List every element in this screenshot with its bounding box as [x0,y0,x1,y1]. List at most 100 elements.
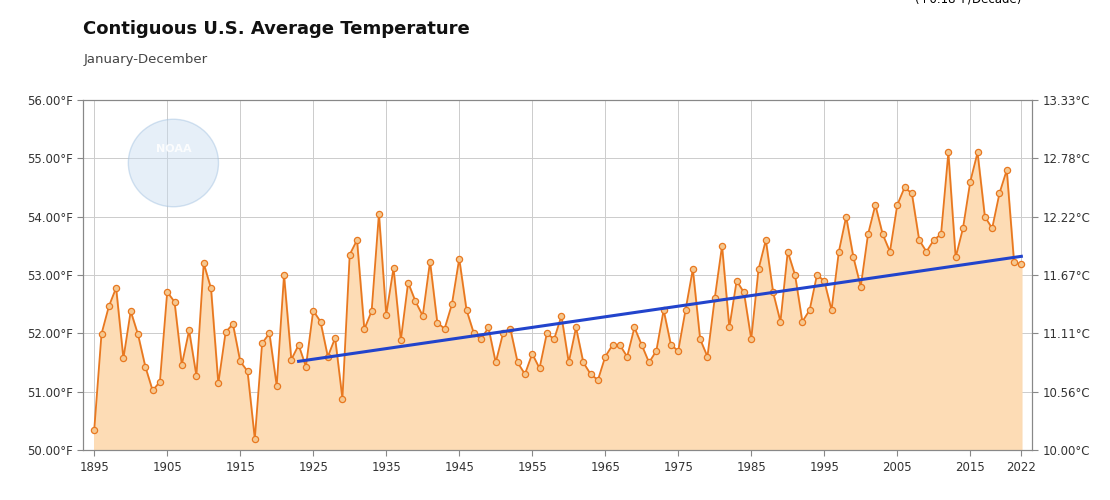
Text: Contiguous U.S. Average Temperature: Contiguous U.S. Average Temperature [83,20,470,38]
Point [647,347,665,355]
Point [516,370,534,378]
Point [567,324,585,332]
Point [333,394,351,402]
Point [143,386,161,394]
Point [406,297,424,305]
Point [231,358,249,366]
Point [180,326,198,334]
Point [888,201,906,209]
Point [808,271,826,279]
Point [275,271,293,279]
Point [494,330,512,338]
Point [349,236,366,244]
Point [932,230,950,238]
Point [195,260,213,268]
Point [531,364,548,372]
Point [414,312,432,320]
Point [480,324,497,332]
Point [173,361,191,369]
Point [794,318,811,326]
Point [457,306,475,314]
Point [749,265,767,273]
Point [114,354,132,362]
Point [341,250,359,258]
Point [610,341,628,349]
Point [990,190,1008,198]
Text: NOAA: NOAA [155,144,191,154]
Point [925,236,942,244]
Point [720,324,738,332]
Point [640,358,658,366]
Point [867,201,885,209]
Point [400,278,417,286]
Point [851,282,869,290]
Point [370,210,387,218]
Point [151,378,169,386]
Point [188,372,205,380]
Point [823,306,840,314]
Point [618,352,636,360]
Point [684,265,702,273]
Point [392,336,410,344]
Point [100,302,118,310]
Point [765,288,783,296]
Point [465,330,483,338]
Point [859,230,877,238]
Point [837,212,855,220]
Point [487,358,505,366]
Point [436,324,454,332]
Point [92,330,110,338]
Point [297,362,315,370]
Point [261,330,279,338]
Text: January-December: January-December [83,52,208,66]
Point [786,271,804,279]
Point [538,330,556,338]
Point [845,254,862,262]
Point [910,236,928,244]
Point [304,306,322,314]
Point [961,178,979,186]
Point [976,212,993,220]
Point [969,148,987,156]
Point [735,288,753,296]
Legend: 1923-2022 Trend
(+0.18°F/Decade): 1923-2022 Trend (+0.18°F/Decade) [875,0,1027,10]
Point [290,341,307,349]
Point [472,335,490,343]
Ellipse shape [129,120,219,207]
Point [830,248,848,256]
Point [224,320,242,328]
Point [575,358,593,366]
Point [428,319,446,327]
Point [312,318,330,326]
Point [589,376,607,384]
Point [523,350,541,358]
Point [902,190,920,198]
Point [355,325,373,333]
Point [239,367,256,375]
Point [559,358,577,366]
Point [377,310,395,318]
Point [743,335,760,343]
Point [108,284,125,292]
Point [947,254,965,262]
Point [633,341,650,349]
Point [421,258,438,266]
Point [246,435,264,443]
Point [553,312,571,320]
Point [122,307,140,315]
Point [202,284,220,292]
Point [1006,258,1023,266]
Point [443,300,461,308]
Point [896,184,914,192]
Point [816,277,834,285]
Point [282,356,300,364]
Point [662,341,679,349]
Point [545,335,563,343]
Point [85,426,103,434]
Point [385,264,403,272]
Point [692,335,709,343]
Point [582,370,599,378]
Point [983,224,1001,232]
Point [1012,260,1030,268]
Point [326,334,344,342]
